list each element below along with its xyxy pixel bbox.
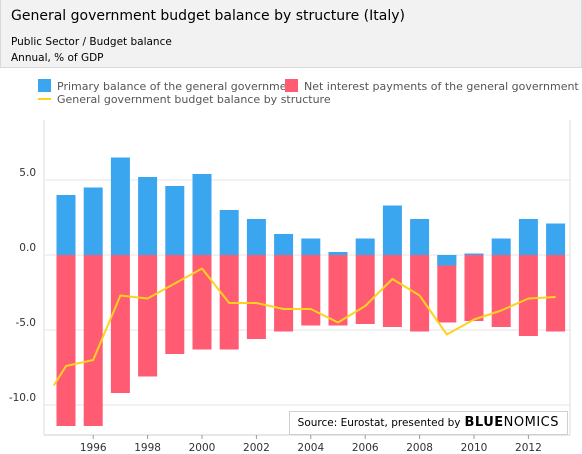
bluenomics-logo: BLUENOMICS xyxy=(464,415,559,430)
chart-title: General government budget balance by str… xyxy=(11,8,405,24)
bar-interest xyxy=(83,255,103,426)
bar-primary xyxy=(246,219,266,255)
bar-primary xyxy=(301,238,321,255)
bar-interest xyxy=(165,255,185,354)
bar-primary xyxy=(83,187,103,255)
bar-primary xyxy=(56,195,76,255)
legend-label-primary: Primary balance of the general governmen… xyxy=(57,80,298,93)
bar-interest xyxy=(437,255,457,323)
y-tick-label: 5.0 xyxy=(19,167,36,179)
bar-primary xyxy=(274,234,294,255)
x-tick-label: 2000 xyxy=(189,442,216,454)
legend-swatch-balance xyxy=(38,98,51,100)
legend-item-primary[interactable]: Primary balance of the general governmen… xyxy=(38,79,298,93)
bar-interest xyxy=(546,255,566,332)
chart-subtitle: Public Sector / Budget balance xyxy=(11,36,172,48)
bar-primary xyxy=(491,238,511,255)
bar-interest xyxy=(355,255,375,324)
bar-interest xyxy=(491,255,511,327)
y-tick-label: -10.0 xyxy=(9,392,36,404)
bar-primary xyxy=(410,219,430,255)
bar-interest xyxy=(274,255,294,332)
bar-primary xyxy=(382,205,402,255)
source-credit: Source: Eurostat, presented by BLUENOMICS xyxy=(288,411,568,435)
chart-header: General government budget balance by str… xyxy=(0,0,582,68)
bar-interest xyxy=(382,255,402,327)
bar-primary xyxy=(518,219,538,255)
balance-line xyxy=(52,267,556,387)
legend-label-balance: General government budget balance by str… xyxy=(57,93,331,106)
x-tick-label: 2012 xyxy=(515,442,542,454)
x-tick-label: 1996 xyxy=(80,442,107,454)
legend-item-balance[interactable]: General government budget balance by str… xyxy=(38,93,331,106)
legend-swatch-interest xyxy=(285,79,298,92)
legend-item-interest[interactable]: Net interest payments of the general gov… xyxy=(285,79,579,93)
legend-swatch-primary xyxy=(38,79,51,92)
bar-primary xyxy=(192,174,212,255)
bar-primary xyxy=(355,238,375,255)
bar-interest xyxy=(410,255,430,332)
y-tick-label: -5.0 xyxy=(16,317,37,329)
bar-primary xyxy=(165,186,185,255)
chart-unit: Annual, % of GDP xyxy=(11,52,104,64)
bar-primary xyxy=(328,252,348,255)
x-tick-label: 1998 xyxy=(134,442,161,454)
legend-label-interest: Net interest payments of the general gov… xyxy=(304,80,579,93)
bar-primary xyxy=(546,223,566,255)
bar-primary xyxy=(437,255,457,266)
y-tick-label: 0.0 xyxy=(19,242,36,254)
bar-interest xyxy=(464,255,484,321)
x-tick-label: 2008 xyxy=(406,442,433,454)
x-tick-label: 2002 xyxy=(243,442,270,454)
x-tick-label: 2010 xyxy=(461,442,488,454)
bar-interest xyxy=(110,255,130,393)
bar-primary xyxy=(219,210,239,255)
source-text: Source: Eurostat, presented by xyxy=(297,417,461,429)
bar-primary xyxy=(138,177,158,255)
bar-interest xyxy=(192,255,212,350)
bar-interest xyxy=(328,255,348,326)
bar-interest xyxy=(518,255,538,336)
bar-interest xyxy=(56,255,76,426)
bar-interest xyxy=(138,255,158,377)
x-tick-label: 2004 xyxy=(297,442,324,454)
bar-primary xyxy=(110,157,130,255)
bar-interest xyxy=(246,255,266,339)
bar-primary xyxy=(464,253,484,255)
bar-interest xyxy=(301,255,321,326)
x-tick-label: 2006 xyxy=(352,442,379,454)
